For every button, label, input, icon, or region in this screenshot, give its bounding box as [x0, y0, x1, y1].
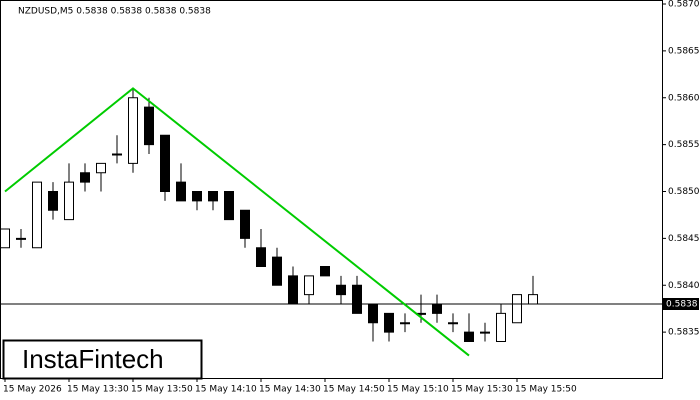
x-tick-label: 15 May 14:30 — [259, 385, 321, 395]
current-price-box — [663, 298, 699, 310]
candle-body — [128, 97, 138, 164]
candle-body — [16, 237, 26, 240]
candle-body — [384, 312, 394, 333]
y-tick-label: 0.5860 — [668, 93, 700, 103]
y-tick-label: 0.5870 — [668, 0, 700, 10]
candle-body — [208, 191, 218, 202]
x-tick-label: 15 May 14:10 — [195, 385, 257, 395]
logo-box — [2, 339, 203, 380]
y-tick-label: 0.5845 — [668, 234, 700, 244]
candle-body — [336, 284, 346, 296]
candle-body — [240, 209, 250, 239]
x-tick-label: 15 May 15:30 — [451, 385, 513, 395]
y-tick-label: 0.5865 — [668, 46, 700, 56]
candle-body — [352, 284, 362, 314]
candle-body — [480, 331, 490, 334]
candle-body — [192, 191, 202, 202]
candle-body — [496, 312, 506, 342]
candle-body — [112, 153, 122, 156]
candle-body — [48, 191, 58, 211]
logo: InstaFintech — [22, 344, 164, 374]
x-tick-label: 15 May 13:30 — [67, 385, 129, 395]
candle-body — [304, 275, 314, 296]
candle-body — [80, 172, 90, 183]
candle-body — [64, 181, 74, 221]
candle-body — [0, 228, 10, 249]
candle-body — [32, 181, 42, 249]
x-tick-label: 15 May 13:50 — [131, 385, 193, 395]
x-tick-label: 15 May 14:50 — [323, 385, 385, 395]
candle-body — [368, 303, 378, 324]
candle-body — [448, 322, 458, 325]
candle-body — [96, 162, 106, 174]
candle-body — [256, 247, 266, 267]
y-tick-label: 0.5850 — [668, 187, 700, 197]
pattern-line — [4, 87, 470, 357]
candle-body — [176, 181, 186, 202]
current-price-label: 0.5838 — [666, 300, 698, 310]
x-tick-label: 15 May 15:50 — [515, 385, 577, 395]
y-tick-label: 0.5840 — [668, 281, 700, 291]
candle-body — [144, 106, 154, 146]
candle-body — [528, 294, 538, 305]
candle-body — [432, 303, 442, 314]
x-tick-label: 15 May 2026 — [3, 385, 62, 395]
candle-body — [224, 191, 234, 221]
y-tick-label: 0.5855 — [668, 140, 700, 150]
plot-frame — [0, 0, 663, 379]
candle-body — [400, 322, 410, 325]
candle-body — [288, 275, 298, 305]
candle-body — [464, 331, 474, 342]
y-tick-label: 0.5835 — [668, 328, 700, 338]
candle-body — [320, 266, 330, 277]
candle-body — [272, 256, 282, 286]
x-tick-label: 15 May 15:10 — [387, 385, 449, 395]
candle-body — [512, 294, 522, 324]
chart-title: NZDUSD,M5 0.5838 0.5838 0.5838 0.5838 — [18, 7, 211, 17]
candle-body — [160, 134, 170, 192]
